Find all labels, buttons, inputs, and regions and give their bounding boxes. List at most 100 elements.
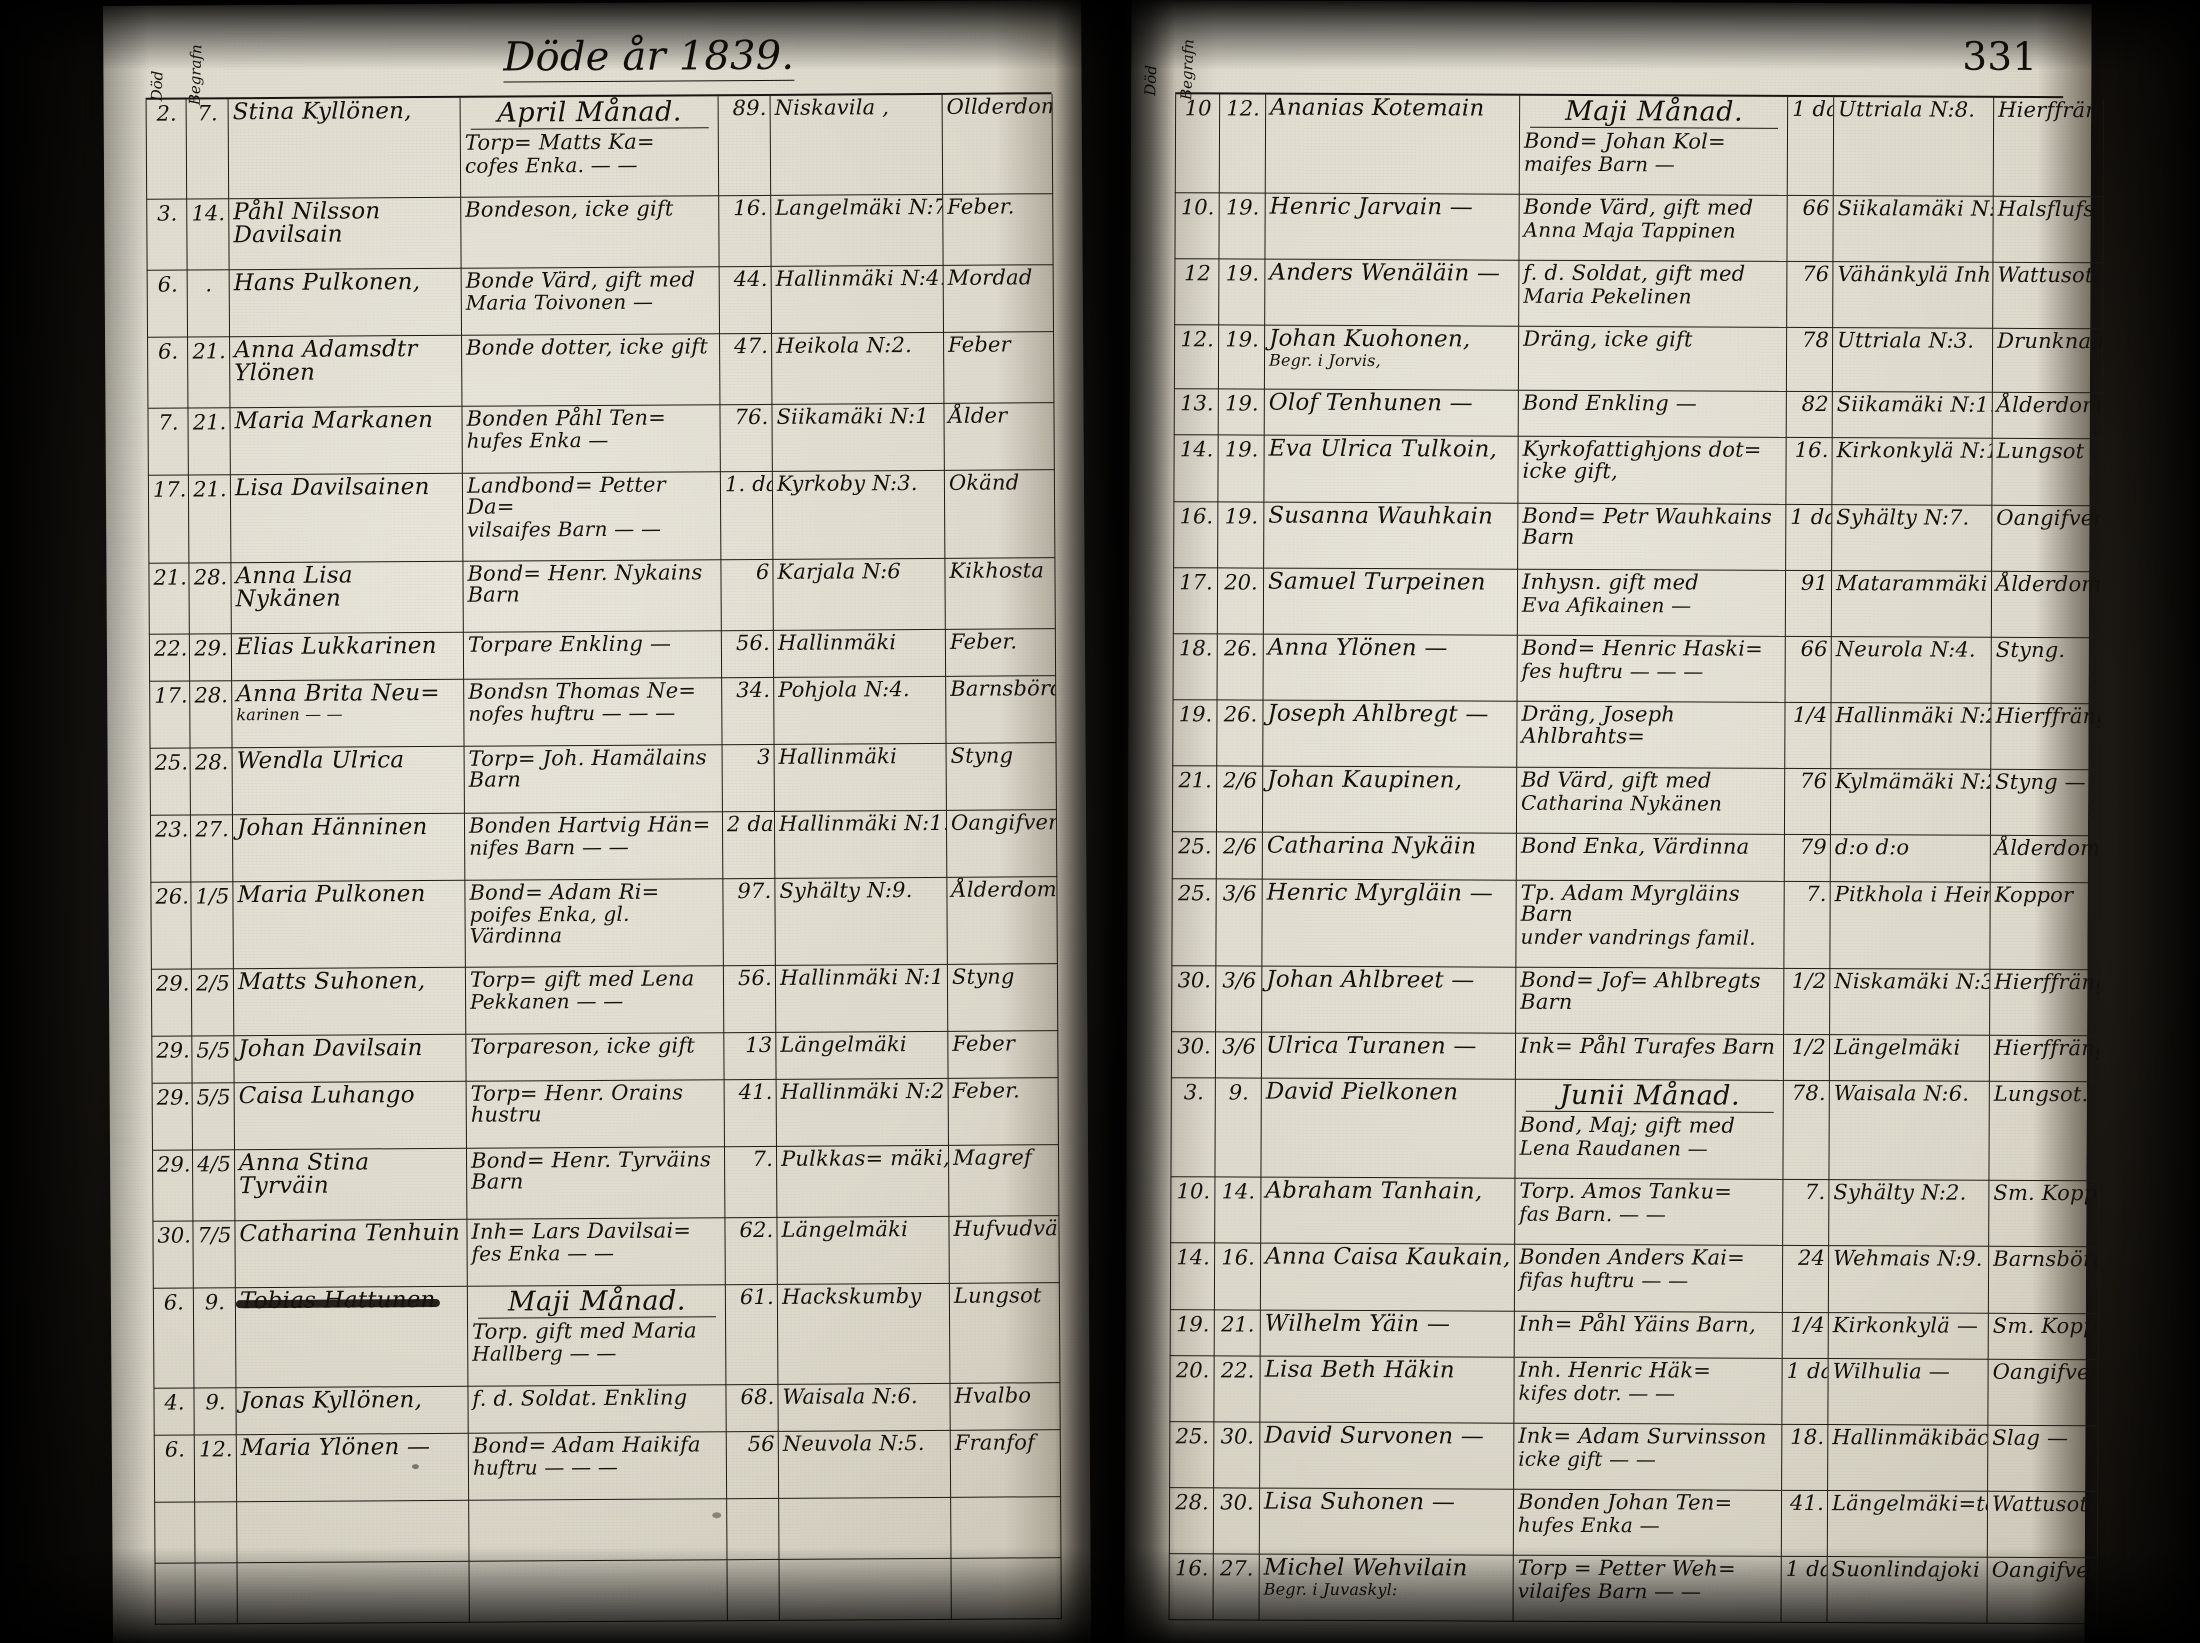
cell-cause-of-death: Oangifven (1987, 1557, 2098, 1625)
cell-cause-of-death: Barnsbörd (1988, 1246, 2099, 1314)
cell-died-date: 10 (1175, 94, 1220, 193)
cell-age: 41. (724, 1078, 777, 1147)
cell-cause-of-death: Ålderdom. (1991, 570, 2102, 638)
cell-place: Hallinmäki (773, 628, 946, 677)
cell-cause-of-death: Hierffräng. (1993, 97, 2104, 197)
cell-cause-of-death: Wattusot. (1987, 1491, 2098, 1559)
cell-place: Hallinmäki N:2 (776, 1077, 949, 1146)
cell-place: Wehmais N:9. (1828, 1245, 1989, 1313)
cell-place: Syhälty N:7. (1831, 504, 1992, 571)
cell-place: Hackskumby (777, 1282, 950, 1384)
cell-cause-of-death: Hvalbo (949, 1382, 1061, 1430)
cell-died-date: 14. (1173, 435, 1219, 502)
cell-age: 76. (719, 403, 773, 472)
cell-empty (194, 1501, 238, 1563)
cell-place: Pitkhola i Heinäv. (1829, 881, 1991, 969)
left-entries-table: 2. 7. Stina Kyllönen, April Månad. Torp= Mat… (146, 94, 1062, 1624)
cell-cause-of-death: Sm. Koppor. (1988, 1312, 2099, 1360)
table-row: 7. 21. Maria Markanen Bonden Påhl Ten= hufes… (147, 402, 1055, 475)
table-row: 6.9.Tobias HattunenMaji Månad.Torp. gift… (153, 1282, 1060, 1388)
cell-place: Hallinmäki N:1. (774, 809, 947, 878)
cell-buried-date: 22. (1213, 1355, 1261, 1423)
cell-buried-date: 12. (194, 1434, 237, 1502)
cell-age: 1/2 (1783, 1034, 1830, 1081)
cell-status-relation: Inh= Lars Davilsai= fes Enka — — (466, 1217, 726, 1286)
cell-place: Niskavila , (770, 94, 943, 195)
cell-cause-of-death: Hierffräng= (1989, 968, 2100, 1036)
cell-died-date: 6. (147, 269, 188, 337)
table-row: 16. 27. Michel Wehvilain Begr. i Juvaskyl: T… (1169, 1553, 2098, 1625)
cell-buried-date: 19. (1218, 258, 1265, 326)
cell-place: Hallinmäki N:4. (771, 264, 944, 333)
table-row: 21. 2/6 Johan Kaupinen, Bd Värd, gift med Ca… (1172, 765, 2101, 837)
cell-cause-of-death: Ålderdom (1992, 392, 2103, 440)
cell-cause-of-death: Feber (943, 331, 1054, 403)
cell-deceased-name: Jonas Kyllönen, (235, 1385, 469, 1435)
cell-empty (950, 1496, 1061, 1558)
cell-deceased-name: Elias Lukkarinen (231, 631, 464, 681)
table-row: 30. 3/6 Ulrica Turanen — Ink= Påhl Turafes … (1171, 1031, 2100, 1082)
cell-buried-date: 28. (189, 680, 233, 748)
table-row: 26. 1/5 Maria Pulkonen Bond= Adam Ri= poifes… (150, 876, 1058, 969)
cell-status-relation: Bond= Henr. Tyrväins Barn (466, 1146, 725, 1219)
cell-cause-of-death: Ålderdom (1990, 835, 2101, 883)
cell-buried-date: 16. (1214, 1243, 1261, 1310)
cell-cause-of-death: Barnsbörd (945, 675, 1057, 743)
cell-deceased-name: Hans Pulkonen, (229, 267, 462, 337)
cell-deceased-name: David Survonen — (1259, 1422, 1514, 1490)
cell-died-date: 19. (1172, 699, 1218, 767)
cell-buried-date: 26. (1216, 699, 1264, 767)
cell-place: Neuvola N:5. (778, 1429, 951, 1498)
cell-deceased-name: Samuel Turpeinen (1263, 567, 1518, 636)
cell-place: Pohjola N:4. (773, 675, 947, 744)
cell-buried-date: 2/5 (191, 968, 234, 1036)
cell-place: Matarammäki (1831, 570, 1992, 638)
table-row: 25. 2/6 Catharina Nykäin Bond Enka, Värdinn… (1172, 832, 2101, 883)
cell-place: Siikamäki N:1. (1832, 391, 1993, 439)
cell-deceased-name: Anna Ylönen — (1263, 633, 1518, 702)
cell-deceased-name: Johan Kaupinen, (1262, 766, 1517, 834)
cell-age: 1/4 (1782, 1311, 1829, 1359)
cell-buried-date: 9. (1214, 1077, 1262, 1178)
cell-died-date: 17. (1173, 567, 1218, 634)
cell-deceased-name: Caisa Luhango (234, 1080, 467, 1150)
cell-age: 7. (1782, 1179, 1829, 1246)
cell-empty (154, 1501, 196, 1563)
cell-status-relation: Bonden Johan Ten= hufes Enka — (1513, 1489, 1782, 1557)
cell-died-date: 16. (1169, 1553, 1214, 1621)
cell-age: 62. (724, 1216, 778, 1285)
cell-age: 7. (724, 1145, 777, 1218)
cell-buried-date: 27. (190, 814, 233, 882)
cell-age: 3 (722, 743, 775, 812)
cell-place: Niskamäki N:3. (1829, 968, 1990, 1036)
cell-cause-of-death: Drunknad. (1992, 328, 2103, 393)
cell-status-relation: Torpare Enkling — (463, 630, 722, 679)
cell-died-date: 29. (152, 1149, 193, 1221)
cell-empty (469, 1559, 728, 1622)
cell-empty (778, 1496, 951, 1559)
cell-buried-date: 1/5 (190, 881, 234, 969)
cell-age: 89. (718, 95, 771, 196)
cell-died-date: 21. (148, 562, 190, 634)
table-row: 20. 22. Lisa Beth Häkin Inh. Henric Häk= kif… (1169, 1355, 2099, 1426)
cell-died-date: 10. (1174, 192, 1220, 259)
cell-status-relation: Bond= Adam Ri= poifes Enka, gl. Värdinna (464, 878, 724, 967)
cell-place: Neurola N:4. (1831, 636, 1992, 704)
table-row: 10. 14. Abraham Tanhain, Torp. Amos Tanku= f… (1170, 1176, 2099, 1248)
cell-cause-of-death: Styng — (1990, 769, 2101, 837)
cell-cause-of-death: Feber (947, 1030, 1059, 1078)
cell-deceased-name: Lisa Davilsainen (230, 472, 463, 563)
cell-age: 76 (1786, 261, 1833, 328)
table-row: 10 12. Ananias Kotemain Maji Månad. Bond= Jo… (1175, 94, 2104, 197)
table-row: 19. 26. Joseph Ahlbregt — Dräng, Joseph Ahl… (1172, 699, 2102, 770)
left-page-leaf: Döde år 1839. Död Begrafn 2. 7. Stina Kyll… (103, 0, 1092, 1643)
cell-buried-date: 20. (1217, 567, 1264, 634)
cell-deceased-name: Johan Hänninen (232, 812, 465, 882)
cell-place: Hallinmäki N:1 (775, 963, 948, 1032)
table-row: 18. 26. Anna Ylönen — Bond= Henric Haski= fe… (1173, 633, 2102, 704)
cell-status-relation: Bonden Anders Kai= fifas huftru — — (1514, 1244, 1783, 1312)
cell-age: 18. (1781, 1424, 1828, 1491)
cell-age: 66 (1785, 636, 1832, 703)
cell-place: Längelmäki=ta (1827, 1490, 1988, 1558)
cell-died-date: 17. (149, 680, 191, 748)
